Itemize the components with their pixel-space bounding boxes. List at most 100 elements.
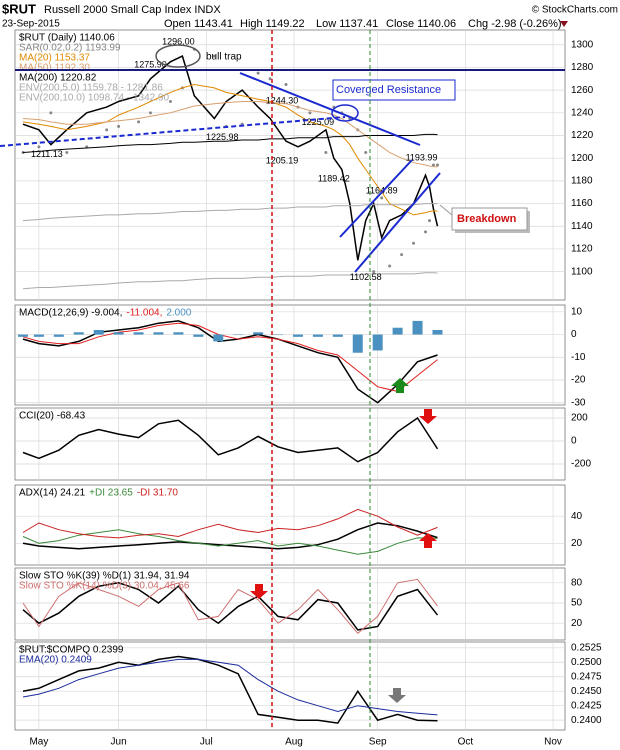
sar-dot (324, 151, 328, 155)
histogram-bar (173, 332, 184, 335)
downtrend-line (239, 72, 421, 146)
sar-dot (388, 264, 392, 268)
histogram-bar (352, 334, 363, 353)
y-tick-label: 1200 (571, 153, 594, 164)
arrow-down (250, 584, 268, 599)
histogram-bar (33, 334, 44, 337)
y-tick-label: 1160 (571, 198, 593, 209)
y-tick-label: 40 (571, 511, 583, 522)
open: Open 1143.41 (164, 18, 233, 30)
panel-frame (14, 29, 566, 301)
histogram-bar (17, 334, 28, 337)
histogram-bar (412, 320, 423, 335)
legend-entry: ADX(14) 24.21 (19, 488, 86, 499)
y-tick-label: 10 (571, 306, 583, 317)
x-tick-label: Oct (458, 737, 474, 748)
annotation: Breakdown (457, 213, 517, 225)
series-line (22, 658, 438, 716)
sar-dot (364, 151, 368, 155)
sar-dot (149, 111, 153, 115)
series-line (22, 203, 438, 222)
x-tick-label: May (29, 737, 48, 748)
histogram-bar (372, 334, 383, 351)
sar-dot (431, 163, 435, 167)
legend-entry: -DI 31.70 (137, 488, 179, 499)
histogram-bar (53, 334, 64, 337)
histogram-bar (392, 327, 403, 335)
price-label: 1275.90 (134, 59, 167, 69)
legend-entry: EMA(20) 0.2409 (19, 655, 92, 666)
panel-frame (14, 304, 566, 406)
series-line (22, 508, 438, 539)
low: Low 1137.41 (316, 18, 378, 30)
y-tick-label: 50 (571, 598, 583, 609)
legend-entry: MA(20) 1153.37 (19, 53, 90, 64)
y-tick-label: 200 (571, 413, 588, 424)
y-tick-label: 1120 (571, 244, 593, 255)
change: Chg -2.98 (-0.26%) (468, 18, 562, 30)
legend-entry: +DI 23.65 (89, 488, 133, 499)
sar-dot (380, 196, 384, 200)
y-tick-label: 1260 (571, 85, 594, 96)
panel-frame (14, 407, 566, 481)
panel-frame (14, 567, 566, 641)
panel-frame (14, 641, 566, 731)
legend-entry: CCI(20) -68.43 (19, 411, 86, 422)
y-tick-label: 1300 (571, 39, 594, 50)
annotation-pointer (439, 204, 453, 216)
panel-frame (14, 484, 566, 566)
sar-dot (117, 124, 121, 128)
sar-dot (372, 270, 376, 274)
price-label: 1164.89 (366, 185, 398, 195)
y-tick-label: 0.2425 (571, 700, 602, 711)
sar-dot (137, 120, 141, 124)
y-tick-label: 0.2450 (571, 686, 602, 697)
series-line (22, 322, 438, 392)
close: Close 1140.06 (386, 18, 456, 30)
price-label: 1225.09 (302, 117, 335, 127)
sar-dot (268, 77, 272, 81)
price-label: 1296.00 (162, 37, 195, 47)
legend-entry: MACD(12,26,9) -9.004, (19, 308, 122, 319)
series-line (22, 272, 438, 290)
annotation: bull trap (206, 52, 242, 63)
sar-dot (21, 151, 25, 155)
index-name: Russell 2000 Small Cap Index INDX (44, 4, 221, 16)
y-tick-label: 1280 (571, 62, 594, 73)
legend-entry: Slow STO %K(14) %D(3) 30.04, 45.66 (19, 581, 190, 592)
sar-dot (105, 128, 109, 132)
price-label: 1205.19 (266, 156, 299, 166)
x-tick-label: Sep (369, 737, 387, 748)
marks: 1100 1120 1140 1160 1180 1200 1220 1240 1260 1280… (14, 29, 602, 748)
y-tick-label: 20 (571, 618, 583, 629)
arrow-down (388, 688, 406, 703)
down-marker (560, 21, 568, 27)
y-tick-label: -30 (571, 397, 586, 408)
sar-dot (212, 54, 216, 58)
high: High 1149.22 (240, 18, 305, 30)
sar-dot (37, 145, 41, 149)
series-line (22, 101, 438, 168)
date: 23-Sep-2015 (2, 19, 60, 30)
y-tick-label: 1220 (571, 130, 594, 141)
arrow-up (419, 533, 437, 548)
y-tick-label: -200 (571, 459, 591, 470)
annotation: Coverged Resistance (336, 84, 441, 96)
histogram-bar (253, 332, 264, 335)
legend-entry: -11.004, (126, 308, 162, 319)
series-line (22, 522, 438, 550)
resistance-ellipse (331, 104, 359, 122)
series-line (22, 582, 439, 631)
legend-entry: ENV(200,5.0) 1159.78 - 1281.86 (19, 83, 163, 94)
y-tick-label: -20 (571, 375, 586, 386)
x-tick-label: Aug (285, 737, 303, 748)
histogram-bar (133, 332, 144, 335)
histogram-bar (153, 332, 164, 335)
trap-ellipse (155, 44, 201, 68)
series-line (22, 320, 438, 404)
series-line (22, 578, 438, 635)
channel-upper (339, 159, 413, 238)
legend-entry: Slow STO %K(39) %D(1) 31.94, 31.94 (19, 571, 190, 582)
